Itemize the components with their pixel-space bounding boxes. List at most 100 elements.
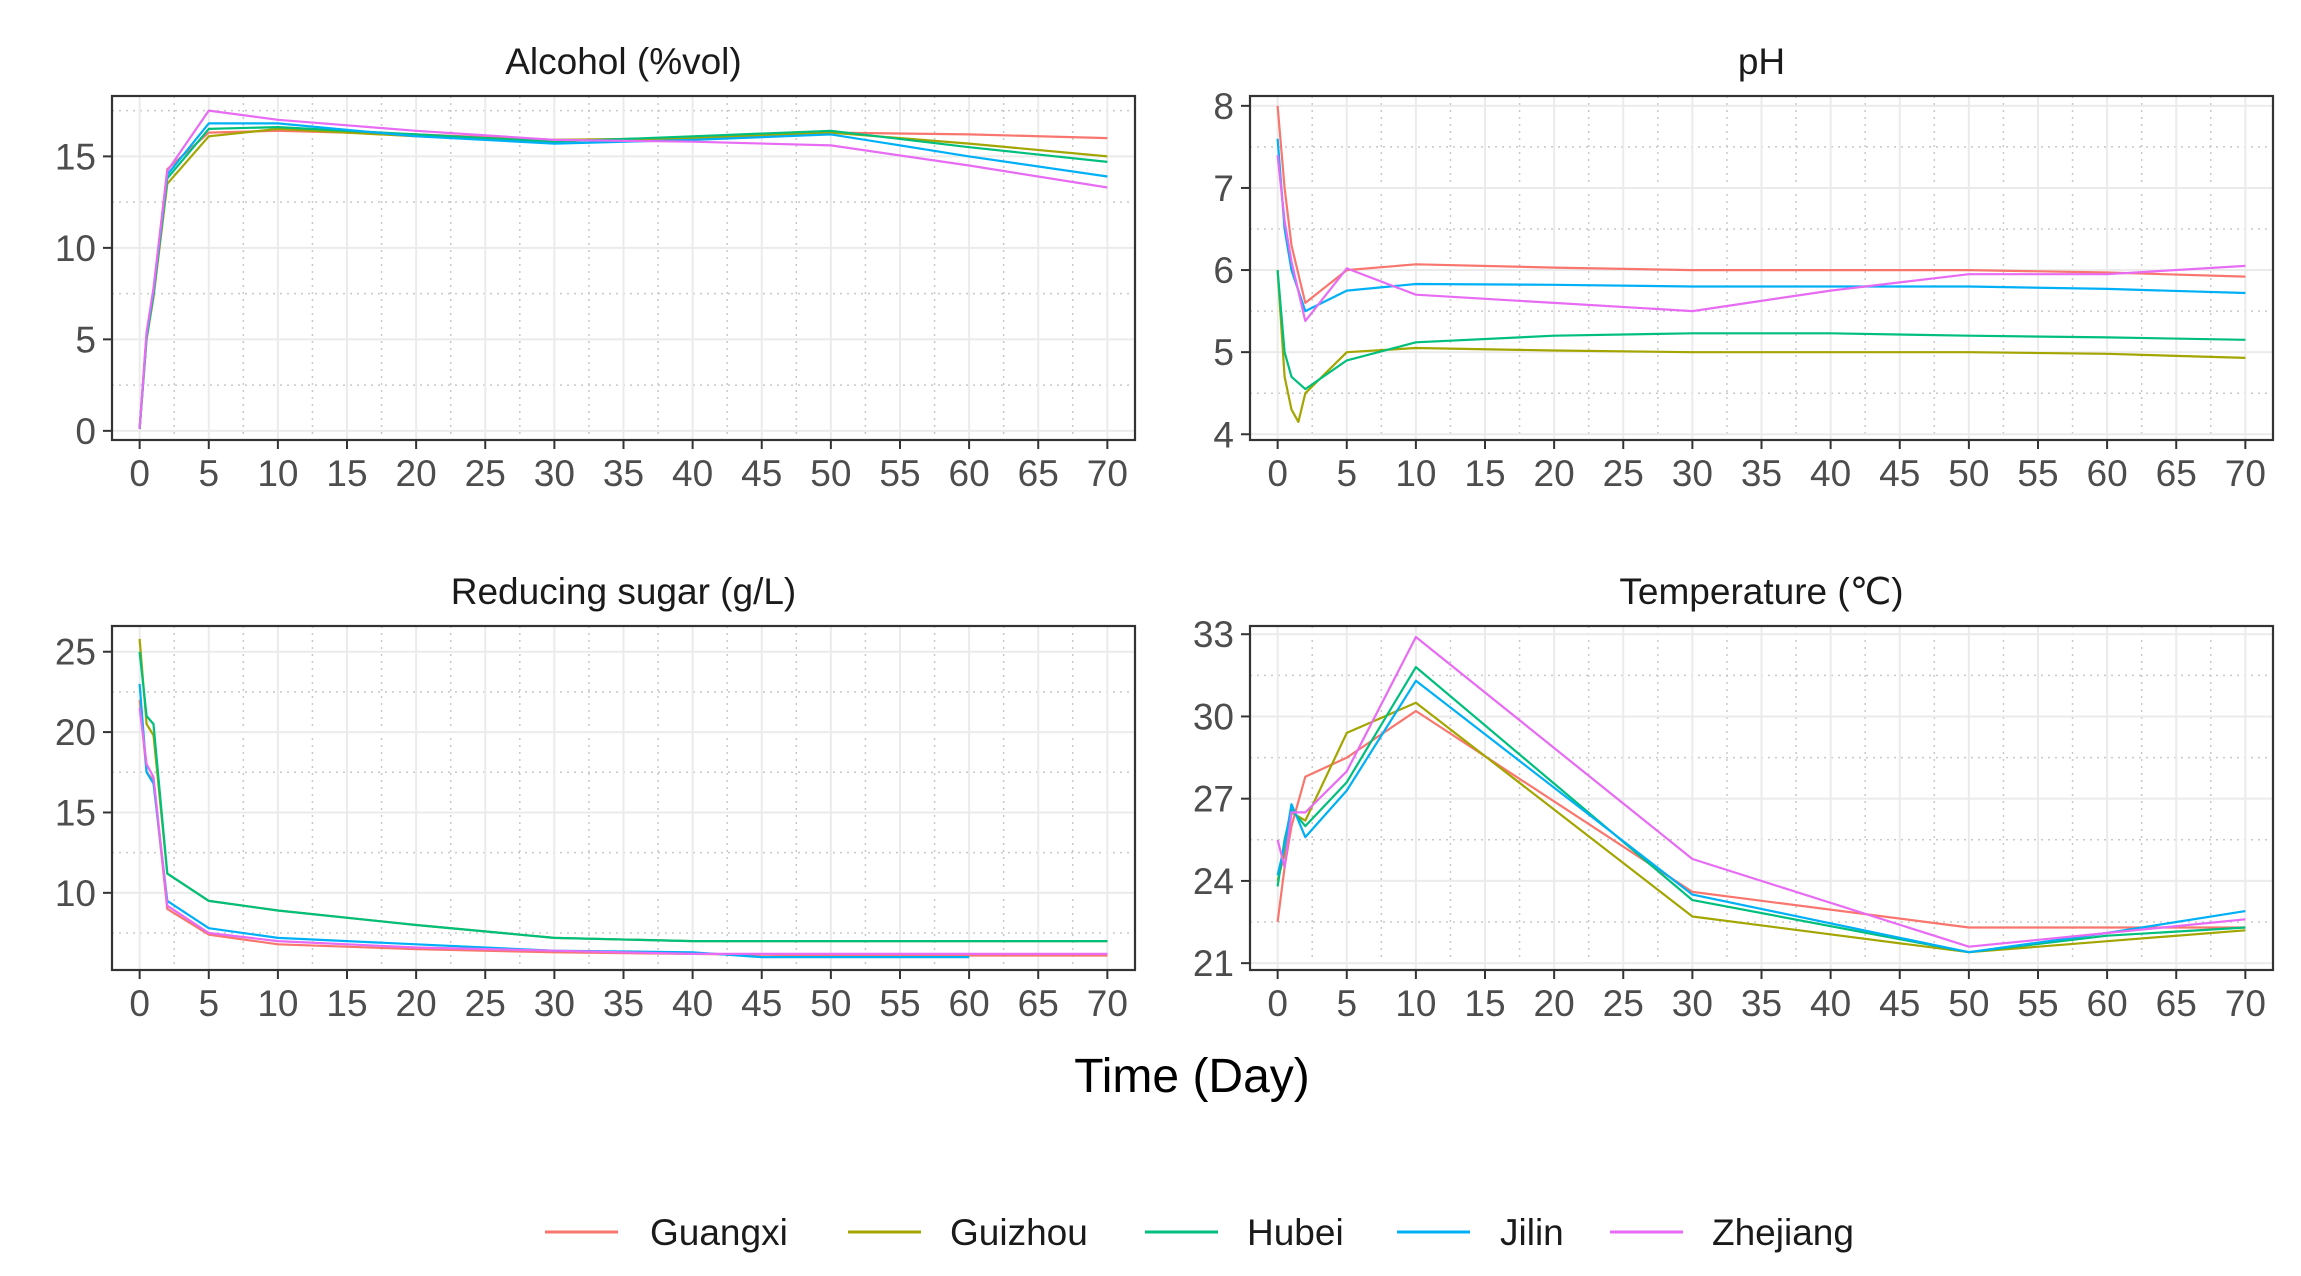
- alcohol-x-tick-label: 65: [1018, 453, 1059, 494]
- ph-series-line-zhejiang: [1276, 154, 2246, 323]
- ph-x-tick-label: 45: [1879, 453, 1920, 494]
- alcohol-x-tick-label: 10: [257, 453, 298, 494]
- x-axis-title: Time (Day): [1074, 1050, 1310, 1103]
- ph-series-line-guangxi: [1276, 105, 2246, 304]
- legend-item-zhejiang: Zhejiang: [1610, 1212, 1854, 1253]
- ph-x-tick-label: 35: [1741, 453, 1782, 494]
- reducing-sugar-x-tick-label: 50: [810, 983, 851, 1024]
- temperature-series: [1276, 635, 2246, 954]
- reducing-sugar-x-tick-label: 20: [396, 983, 437, 1024]
- legend-item-hubei: Hubei: [1145, 1212, 1344, 1253]
- alcohol-x-tick-label: 40: [672, 453, 713, 494]
- reducing-sugar-x-axis: 0 5 10 15 20 25 30 35 40 45 50 55 60 65 70: [129, 970, 1128, 1024]
- ph-x-tick-label: 55: [2017, 453, 2058, 494]
- ph-x-tick-label: 40: [1810, 453, 1851, 494]
- ph-title: pH: [1738, 41, 1785, 82]
- temperature-x-tick-label: 25: [1603, 983, 1644, 1024]
- reducing-sugar-x-tick-label: 45: [741, 983, 782, 1024]
- alcohol-x-tick-label: 5: [198, 453, 219, 494]
- temperature-x-tick-label: 5: [1336, 983, 1357, 1024]
- temperature-x-tick-label: 0: [1267, 983, 1288, 1024]
- ph-x-tick-label: 50: [1948, 453, 1989, 494]
- alcohol-x-tick-label: 15: [326, 453, 367, 494]
- temperature-x-tick-label: 30: [1672, 983, 1713, 1024]
- alcohol-x-tick-label: 30: [534, 453, 575, 494]
- temperature-x-tick-label: 55: [2017, 983, 2058, 1024]
- alcohol-y-tick-label: 0: [75, 411, 96, 452]
- ph-x-tick-label: 5: [1336, 453, 1357, 494]
- ph-y-tick-label: 6: [1213, 250, 1234, 291]
- legend-item-jilin: Jilin: [1397, 1212, 1564, 1253]
- alcohol-series-line-zhejiang: [138, 109, 1108, 430]
- temperature-x-tick-label: 50: [1948, 983, 1989, 1024]
- ph-x-tick-label: 70: [2225, 453, 2266, 494]
- ph-series-line-guizhou: [1276, 270, 2246, 423]
- reducing-sugar-series-line-hubei: [138, 651, 1108, 943]
- temperature-y-axis: 21 24 27 30 33: [1193, 614, 1250, 984]
- alcohol-y-tick-label: 15: [55, 136, 96, 177]
- temperature-x-tick-label: 65: [2156, 983, 2197, 1024]
- reducing-sugar-series-line-guangxi: [138, 699, 1108, 957]
- reducing-sugar-x-tick-label: 35: [603, 983, 644, 1024]
- reducing-sugar-x-tick-label: 70: [1087, 983, 1128, 1024]
- alcohol-x-tick-label: 35: [603, 453, 644, 494]
- reducing-sugar-y-tick-label: 15: [55, 792, 96, 833]
- temperature-y-tick-label: 33: [1193, 614, 1234, 655]
- temperature-y-tick-label: 21: [1193, 943, 1234, 984]
- temperature-y-tick-label: 27: [1193, 779, 1234, 820]
- legend-label-guangxi: Guangxi: [650, 1212, 788, 1253]
- ph-y-tick-label: 4: [1213, 414, 1234, 455]
- alcohol-series: [138, 109, 1108, 430]
- alcohol-x-tick-label: 70: [1087, 453, 1128, 494]
- temperature-x-tick-label: 10: [1395, 983, 1436, 1024]
- reducing-sugar-x-tick-label: 25: [465, 983, 506, 1024]
- ph-x-tick-label: 15: [1464, 453, 1505, 494]
- reducing-sugar-x-tick-label: 55: [879, 983, 920, 1024]
- alcohol-y-axis: 0 5 10 15: [55, 136, 112, 452]
- reducing-sugar-grid: [112, 626, 1135, 970]
- temperature-x-tick-label: 70: [2225, 983, 2266, 1024]
- temperature-title: Temperature (℃): [1619, 571, 1903, 612]
- legend: Guangxi Guizhou Hubei Jilin Zhejiang: [545, 1212, 1854, 1253]
- alcohol-x-tick-label: 20: [396, 453, 437, 494]
- legend-item-guangxi: Guangxi: [545, 1212, 788, 1253]
- alcohol-x-tick-label: 50: [810, 453, 851, 494]
- ph-x-tick-label: 60: [2087, 453, 2128, 494]
- temperature-series-line-zhejiang: [1276, 635, 2246, 948]
- reducing-sugar-title: Reducing sugar (g/L): [451, 571, 797, 612]
- reducing-sugar-x-tick-label: 5: [198, 983, 219, 1024]
- reducing-sugar-y-tick-label: 25: [55, 632, 96, 673]
- reducing-sugar-y-tick-label: 10: [55, 873, 96, 914]
- temperature-x-tick-label: 45: [1879, 983, 1920, 1024]
- temperature-x-tick-label: 20: [1534, 983, 1575, 1024]
- ph-y-tick-label: 7: [1213, 168, 1234, 209]
- reducing-sugar-x-tick-label: 40: [672, 983, 713, 1024]
- temperature-x-tick-label: 35: [1741, 983, 1782, 1024]
- ph-x-tick-label: 10: [1395, 453, 1436, 494]
- ph-series-line-hubei: [1276, 270, 2246, 391]
- alcohol-title: Alcohol (%vol): [505, 41, 741, 82]
- temperature-series-line-jilin: [1276, 679, 2246, 954]
- reducing-sugar-series: [138, 638, 1108, 959]
- reducing-sugar-x-tick-label: 15: [326, 983, 367, 1024]
- ph-grid: [1250, 96, 2273, 440]
- reducing-sugar-x-tick-label: 10: [257, 983, 298, 1024]
- ph-series-line-jilin: [1276, 138, 2246, 313]
- temperature-x-tick-label: 15: [1464, 983, 1505, 1024]
- legend-item-guizhou: Guizhou: [848, 1212, 1088, 1253]
- ph-y-tick-label: 8: [1213, 86, 1234, 127]
- reducing-sugar-x-tick-label: 30: [534, 983, 575, 1024]
- temperature-panel: 0 5 10 15 20 25 30 35 40 45 50 55 60 65 70 21 24 27 30 33 Te…: [1193, 571, 2275, 1024]
- alcohol-x-tick-label: 45: [741, 453, 782, 494]
- ph-x-tick-label: 0: [1267, 453, 1288, 494]
- temperature-y-tick-label: 30: [1193, 696, 1234, 737]
- ph-y-axis: 4 5 6 7 8: [1213, 86, 1250, 455]
- ph-x-axis: 0 5 10 15 20 25 30 35 40 45 50 55 60 65 70: [1267, 440, 2266, 494]
- temperature-x-axis: 0 5 10 15 20 25 30 35 40 45 50 55 60 65 70: [1267, 970, 2266, 1024]
- legend-label-hubei: Hubei: [1247, 1212, 1344, 1253]
- reducing-sugar-y-axis: 10 15 20 25: [55, 632, 112, 914]
- reducing-sugar-y-tick-label: 20: [55, 712, 96, 753]
- ph-y-tick-label: 5: [1213, 332, 1234, 373]
